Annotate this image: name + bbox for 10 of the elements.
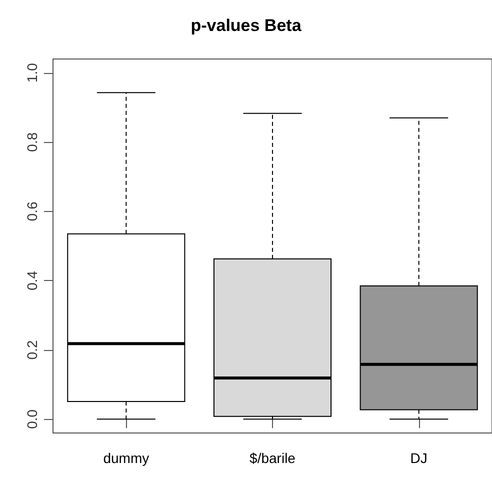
chart-title: p-values Beta xyxy=(190,16,302,35)
y-tick-label: 0.0 xyxy=(24,409,40,429)
x-tick-label: DJ xyxy=(410,450,428,466)
x-tick-label: $/barile xyxy=(250,450,296,466)
y-tick-label: 0.2 xyxy=(24,340,40,360)
y-tick-label: 0.6 xyxy=(24,201,40,222)
y-tick-label: 1.0 xyxy=(24,62,40,83)
y-tick-label: 0.4 xyxy=(24,270,40,290)
x-tick-label: dummy xyxy=(103,450,150,466)
y-tick-label: 0.8 xyxy=(24,132,40,152)
